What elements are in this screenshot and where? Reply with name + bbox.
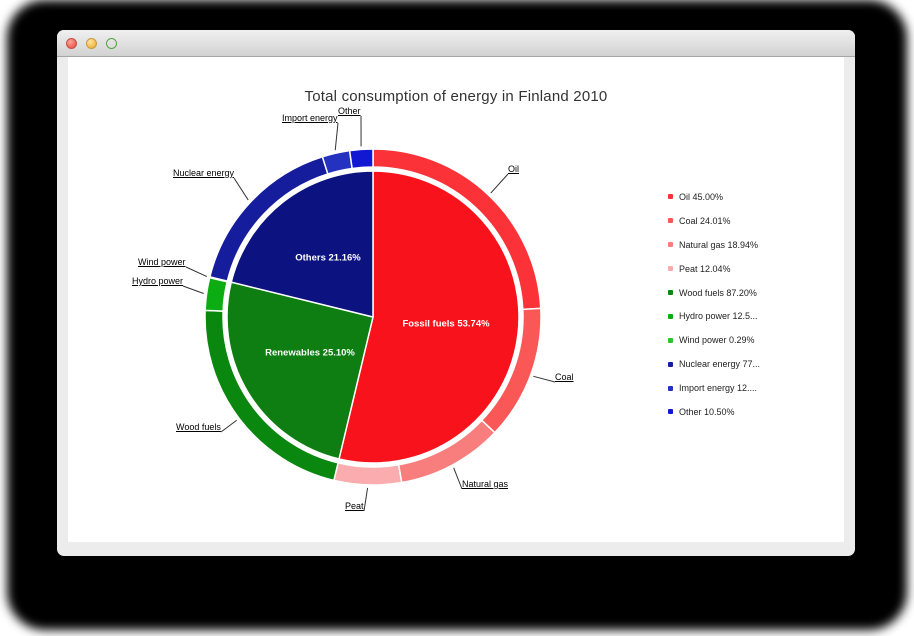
ring-slice-hydro-power[interactable] (204, 276, 228, 312)
legend-marker (668, 313, 673, 319)
legend-marker (668, 361, 673, 367)
callout-label-peat: Peat (345, 501, 364, 511)
callout-connector-oil (490, 173, 509, 194)
close-button[interactable] (66, 38, 77, 49)
callout-label-hydro-power: Hydro power (132, 276, 184, 286)
chart-title: Total consumption of energy in Finland 2… (304, 88, 608, 105)
legend-marker (668, 194, 673, 200)
legend-label: Other 10.50% (679, 406, 735, 417)
callout-connector-wood-fuels (220, 419, 237, 433)
legend-marker (668, 337, 673, 343)
legend-item-nuclear-energy[interactable]: Nuclear energy 77... (668, 352, 760, 376)
minimize-button[interactable] (86, 38, 97, 49)
inner-slice-label-others: Others 21.16% (295, 252, 361, 264)
traffic-lights (66, 38, 117, 49)
callout-label-nuclear-energy: Nuclear energy (173, 168, 235, 178)
callout-connector-natural-gas (453, 467, 463, 490)
legend-marker (668, 385, 673, 391)
callout-label-coal: Coal (555, 372, 574, 382)
callout-label-oil: Oil (508, 164, 519, 174)
legend-item-wood-fuels[interactable]: Wood fuels 87.20% (668, 281, 760, 305)
legend-label: Nuclear energy 77... (679, 359, 761, 370)
legend-label: Import energy 12.... (679, 383, 758, 394)
inner-slice-label-fossil-fuels: Fossil fuels 53.74% (402, 318, 490, 330)
legend-item-other[interactable]: Other 10.50% (668, 400, 760, 424)
legend-item-import-energy[interactable]: Import energy 12.... (668, 376, 760, 400)
legend-marker (668, 290, 673, 295)
callout-connector-coal (533, 375, 556, 383)
legend-label: Oil 45.00% (679, 191, 724, 202)
legend-label: Peat 12.04% (679, 263, 731, 274)
legend-item-hydro-power[interactable]: Hydro power 12.5... (668, 304, 760, 328)
pie-slice-others[interactable] (230, 170, 374, 318)
mac-window: Total consumption of energy in Finland 2… (57, 30, 855, 556)
legend-marker (668, 242, 673, 248)
legend-item-natural-gas[interactable]: Natural gas 18.94% (668, 233, 760, 257)
legend-item-peat[interactable]: Peat 12.04% (668, 257, 760, 281)
legend: Oil 45.00% Coal 24.01% Natural gas 18.94… (668, 185, 760, 424)
legend-item-oil[interactable]: Oil 45.00% (668, 185, 760, 209)
legend-item-wind-power[interactable]: Wind power 0.29% (668, 328, 760, 352)
callout-label-import-energy: Import energy (282, 113, 338, 123)
pie-slice-fossil-fuels[interactable] (338, 170, 520, 464)
pie-slice-renewables[interactable] (226, 281, 374, 460)
callout-connector-import-energy (334, 122, 339, 151)
legend-marker (668, 266, 673, 272)
callout-label-natural-gas: Natural gas (462, 479, 509, 489)
legend-label: Natural gas 18.94% (679, 239, 759, 250)
ring-slice-import-energy[interactable] (321, 149, 353, 175)
legend-label: Coal 24.01% (679, 215, 731, 226)
callout-connector-hydro-power (182, 285, 204, 294)
callout-label-wind-power: Wind power (138, 257, 186, 267)
legend-label: Wind power 0.29% (679, 335, 755, 346)
pie-chart (182, 115, 556, 512)
ring-slice-peat[interactable] (333, 462, 403, 486)
callout-connector-wind-power (185, 266, 208, 277)
inner-slice-label-renewables: Renewables 25.10% (265, 347, 355, 359)
callout-label-wood-fuels: Wood fuels (176, 422, 221, 432)
callout-connector-peat (363, 487, 369, 512)
legend-marker (668, 409, 673, 415)
legend-label: Hydro power 12.5... (679, 311, 758, 322)
ring-slice-other[interactable] (348, 148, 374, 170)
legend-item-coal[interactable]: Coal 24.01% (668, 209, 760, 233)
zoom-button[interactable] (106, 38, 117, 49)
callout-label-other: Other (338, 106, 361, 116)
chart-panel: Total consumption of energy in Finland 2… (68, 57, 844, 542)
legend-marker (668, 218, 673, 224)
legend-label: Wood fuels 87.20% (679, 287, 757, 298)
window-titlebar[interactable] (57, 30, 855, 57)
callout-connector-nuclear-energy (233, 177, 249, 201)
